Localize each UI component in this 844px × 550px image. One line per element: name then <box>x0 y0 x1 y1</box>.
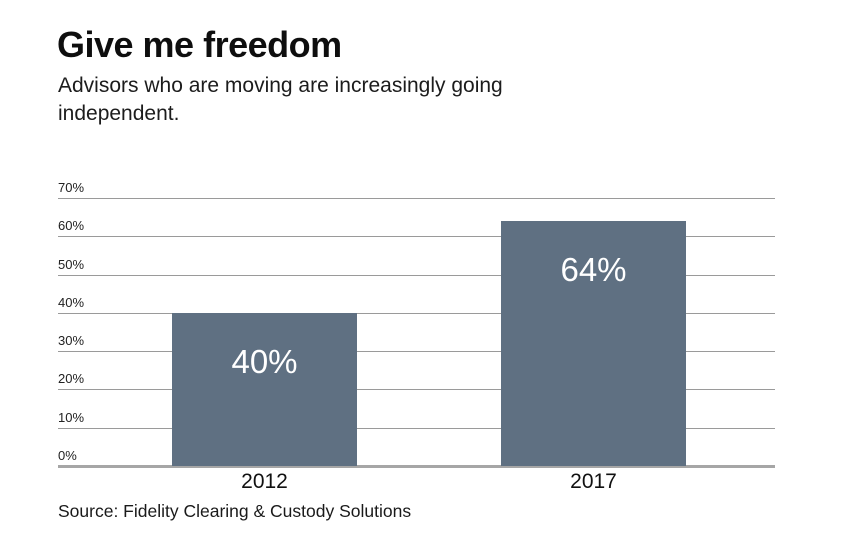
y-tick-label-70%: 70% <box>58 180 85 195</box>
bar-2017: 64% <box>501 220 686 466</box>
bar-value-label-2017: 64% <box>560 250 627 288</box>
x-axis-line <box>58 465 775 468</box>
x-axis-label-2012: 2012 <box>241 470 288 493</box>
gridline-50% <box>58 274 775 276</box>
y-tick-label-40%: 40% <box>58 294 85 310</box>
gridline-40% <box>58 312 775 314</box>
gridline-20% <box>58 389 775 391</box>
bar-value-label-2012: 40% <box>231 342 298 380</box>
chart-subtitle-line-1: Advisors who are moving are increasingly… <box>58 74 503 97</box>
gridline-60% <box>58 236 775 238</box>
source-note: Source: Fidelity Clearing & Custody Solu… <box>58 501 412 521</box>
x-axis-label-2017: 2017 <box>570 470 617 493</box>
y-tick-label-50%: 50% <box>58 256 85 272</box>
y-tick-label-20%: 20% <box>58 371 85 387</box>
bar-2012: 40% <box>172 312 357 466</box>
gridline-30% <box>58 351 775 353</box>
chart-title: Give me freedom <box>57 24 342 65</box>
gridline-70% <box>58 198 775 199</box>
y-tick-label-10%: 10% <box>58 409 85 425</box>
chart-subtitle-line-2: independent. <box>58 102 180 125</box>
y-tick-label-0%: 0% <box>58 448 77 463</box>
y-tick-label-30%: 30% <box>58 333 85 349</box>
chart-subtitle: Advisors who are moving are increasingly… <box>58 72 503 128</box>
y-tick-label-60%: 60% <box>58 218 85 234</box>
gridline-10% <box>58 427 775 429</box>
